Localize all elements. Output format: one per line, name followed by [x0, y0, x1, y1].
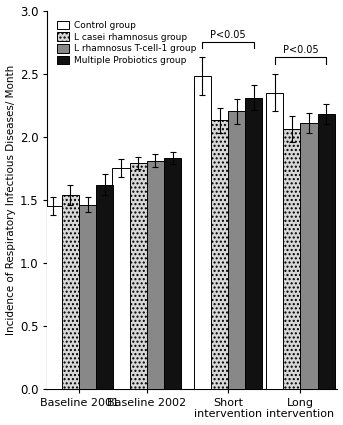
- Bar: [113, 168, 130, 389]
- Bar: [194, 76, 211, 389]
- Bar: [130, 163, 147, 389]
- Bar: [164, 158, 181, 389]
- Bar: [300, 123, 318, 389]
- Bar: [147, 161, 164, 389]
- Bar: [62, 195, 79, 389]
- Legend: Control group, L casei rhamnosus group, L rhamnosus T-cell-1 group, Multiple Pro: Control group, L casei rhamnosus group, …: [55, 19, 198, 67]
- Bar: [211, 120, 228, 389]
- Bar: [228, 111, 245, 389]
- Bar: [96, 184, 113, 389]
- Bar: [245, 98, 262, 389]
- Bar: [45, 206, 62, 389]
- Bar: [79, 205, 96, 389]
- Bar: [266, 93, 283, 389]
- Text: P<0.05: P<0.05: [210, 30, 246, 40]
- Bar: [318, 114, 335, 389]
- Text: P<0.05: P<0.05: [283, 45, 318, 55]
- Bar: [283, 129, 300, 389]
- Y-axis label: Incidence of Respiratory Infectious Diseases/ Month: Incidence of Respiratory Infectious Dise…: [5, 65, 15, 335]
